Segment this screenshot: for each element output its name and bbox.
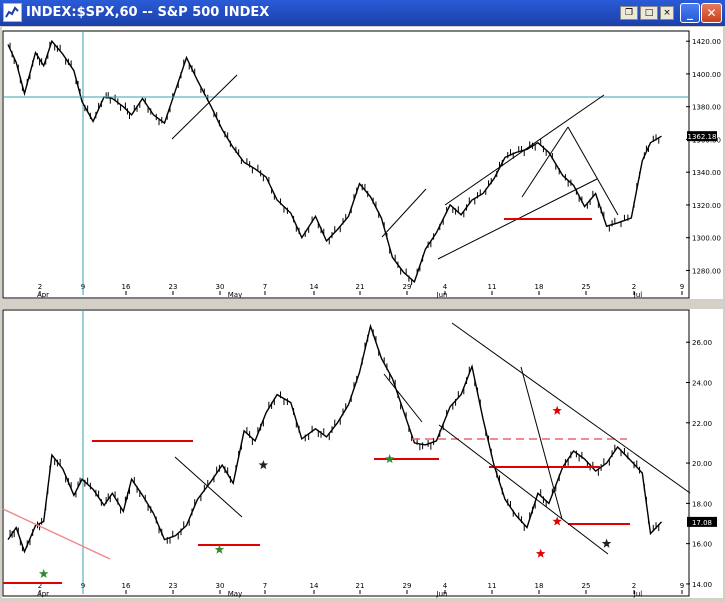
- last-value-box: [687, 131, 717, 142]
- x-tick-label: 25: [582, 582, 591, 590]
- x-tick-label: 2: [632, 283, 636, 291]
- title-bar[interactable]: INDEX:$SPX,60 -- S&P 500 INDEX ❐ □ × _ ✕: [0, 0, 725, 26]
- month-label: Jun: [436, 291, 448, 299]
- x-tick-label: 14: [310, 582, 319, 590]
- x-tick-label: 2: [632, 582, 636, 590]
- x-tick-label: 2: [38, 283, 42, 291]
- chart-canvas[interactable]: 1280.001300.001320.001340.001360.001380.…: [2, 27, 723, 598]
- vix-panel: [2, 309, 690, 597]
- month-label: May: [228, 291, 242, 299]
- x-tick-label: 23: [169, 582, 178, 590]
- vix-chart: 14.0016.0018.0020.0022.0024.0026.0029162…: [2, 310, 717, 598]
- trend-line: [174, 456, 243, 518]
- x-tick-label: 9: [680, 582, 684, 590]
- y-tick-label: 16.00: [692, 541, 712, 549]
- trend-line: [383, 373, 423, 423]
- x-tick-label: 4: [443, 582, 448, 590]
- y-tick-label: 1280.00: [692, 267, 721, 275]
- panel-separator: [2, 299, 723, 309]
- trend-line: [521, 126, 569, 198]
- channel-upper-line: [444, 94, 605, 206]
- month-label: May: [228, 590, 242, 598]
- trend-line: [567, 126, 619, 216]
- y-tick-label: 26.00: [692, 339, 712, 347]
- y-tick-label: 24.00: [692, 380, 712, 388]
- channel-upper-line: [451, 322, 691, 494]
- month-label: Jul: [633, 590, 643, 598]
- trend-line: [381, 188, 427, 238]
- x-tick-label: 18: [535, 283, 544, 291]
- y-tick-label: 1300.00: [692, 235, 721, 243]
- price-panel: [2, 30, 690, 299]
- x-tick-label: 14: [310, 283, 319, 291]
- month-label: Jun: [436, 590, 448, 598]
- x-tick-label: 23: [169, 283, 178, 291]
- y-tick-label: 22.00: [692, 420, 712, 428]
- x-tick-label: 7: [263, 582, 267, 590]
- close-button[interactable]: ✕: [701, 3, 722, 23]
- trend-line: [2, 508, 111, 560]
- x-tick-label: 9: [680, 283, 684, 291]
- star-marker: [258, 460, 269, 470]
- last-value-box: [687, 516, 717, 527]
- star-marker: [601, 538, 612, 548]
- chart-app-icon: [3, 3, 22, 22]
- window-title: INDEX:$SPX,60 -- S&P 500 INDEX: [26, 5, 270, 20]
- y-tick-label: 1380.00: [692, 104, 721, 112]
- x-tick-label: 16: [122, 283, 131, 291]
- x-tick-label: 29: [403, 582, 412, 590]
- minimize-button[interactable]: _: [680, 3, 700, 23]
- y-tick-label: 1400.00: [692, 71, 721, 79]
- x-tick-label: 25: [582, 283, 591, 291]
- star-marker: [535, 548, 546, 558]
- x-tick-label: 16: [122, 582, 131, 590]
- trend-line: [171, 74, 238, 140]
- x-tick-label: 18: [535, 582, 544, 590]
- x-tick-label: 29: [403, 283, 412, 291]
- x-tick-label: 30: [216, 582, 225, 590]
- x-tick-label: 2: [38, 582, 42, 590]
- y-tick-label: 18.00: [692, 500, 712, 508]
- star-marker: [552, 405, 562, 415]
- close-small-icon[interactable]: ×: [660, 6, 674, 20]
- x-tick-label: 21: [356, 283, 365, 291]
- price-chart: 1280.001300.001320.001340.001360.001380.…: [3, 31, 721, 299]
- x-tick-label: 4: [443, 283, 448, 291]
- star-marker: [384, 454, 395, 464]
- maximize-small-icon[interactable]: □: [640, 6, 658, 20]
- chart-area: 1280.001300.001320.001340.001360.001380.…: [2, 27, 723, 598]
- x-tick-label: 11: [488, 283, 497, 291]
- y-tick-label: 20.00: [692, 460, 712, 468]
- x-tick-label: 7: [263, 283, 267, 291]
- last-value-label: 17.08: [692, 519, 712, 527]
- x-tick-label: 21: [356, 582, 365, 590]
- star-marker: [552, 516, 562, 526]
- y-tick-label: 1420.00: [692, 38, 721, 46]
- channel-lower-line: [438, 424, 609, 555]
- restore-icon[interactable]: ❐: [620, 6, 638, 20]
- x-tick-label: 30: [216, 283, 225, 291]
- y-tick-label: 1340.00: [692, 169, 721, 177]
- y-tick-label: 1320.00: [692, 202, 721, 210]
- month-label: Jul: [633, 291, 643, 299]
- price-series-line: [7, 323, 663, 554]
- month-label: Apr: [37, 291, 49, 299]
- last-value-label: 1362.18: [688, 133, 717, 141]
- star-marker: [38, 568, 49, 578]
- star-marker: [214, 544, 225, 554]
- y-tick-label: 14.00: [692, 581, 712, 589]
- month-label: Apr: [37, 590, 49, 598]
- trend-line: [520, 366, 563, 520]
- x-tick-label: 11: [488, 582, 497, 590]
